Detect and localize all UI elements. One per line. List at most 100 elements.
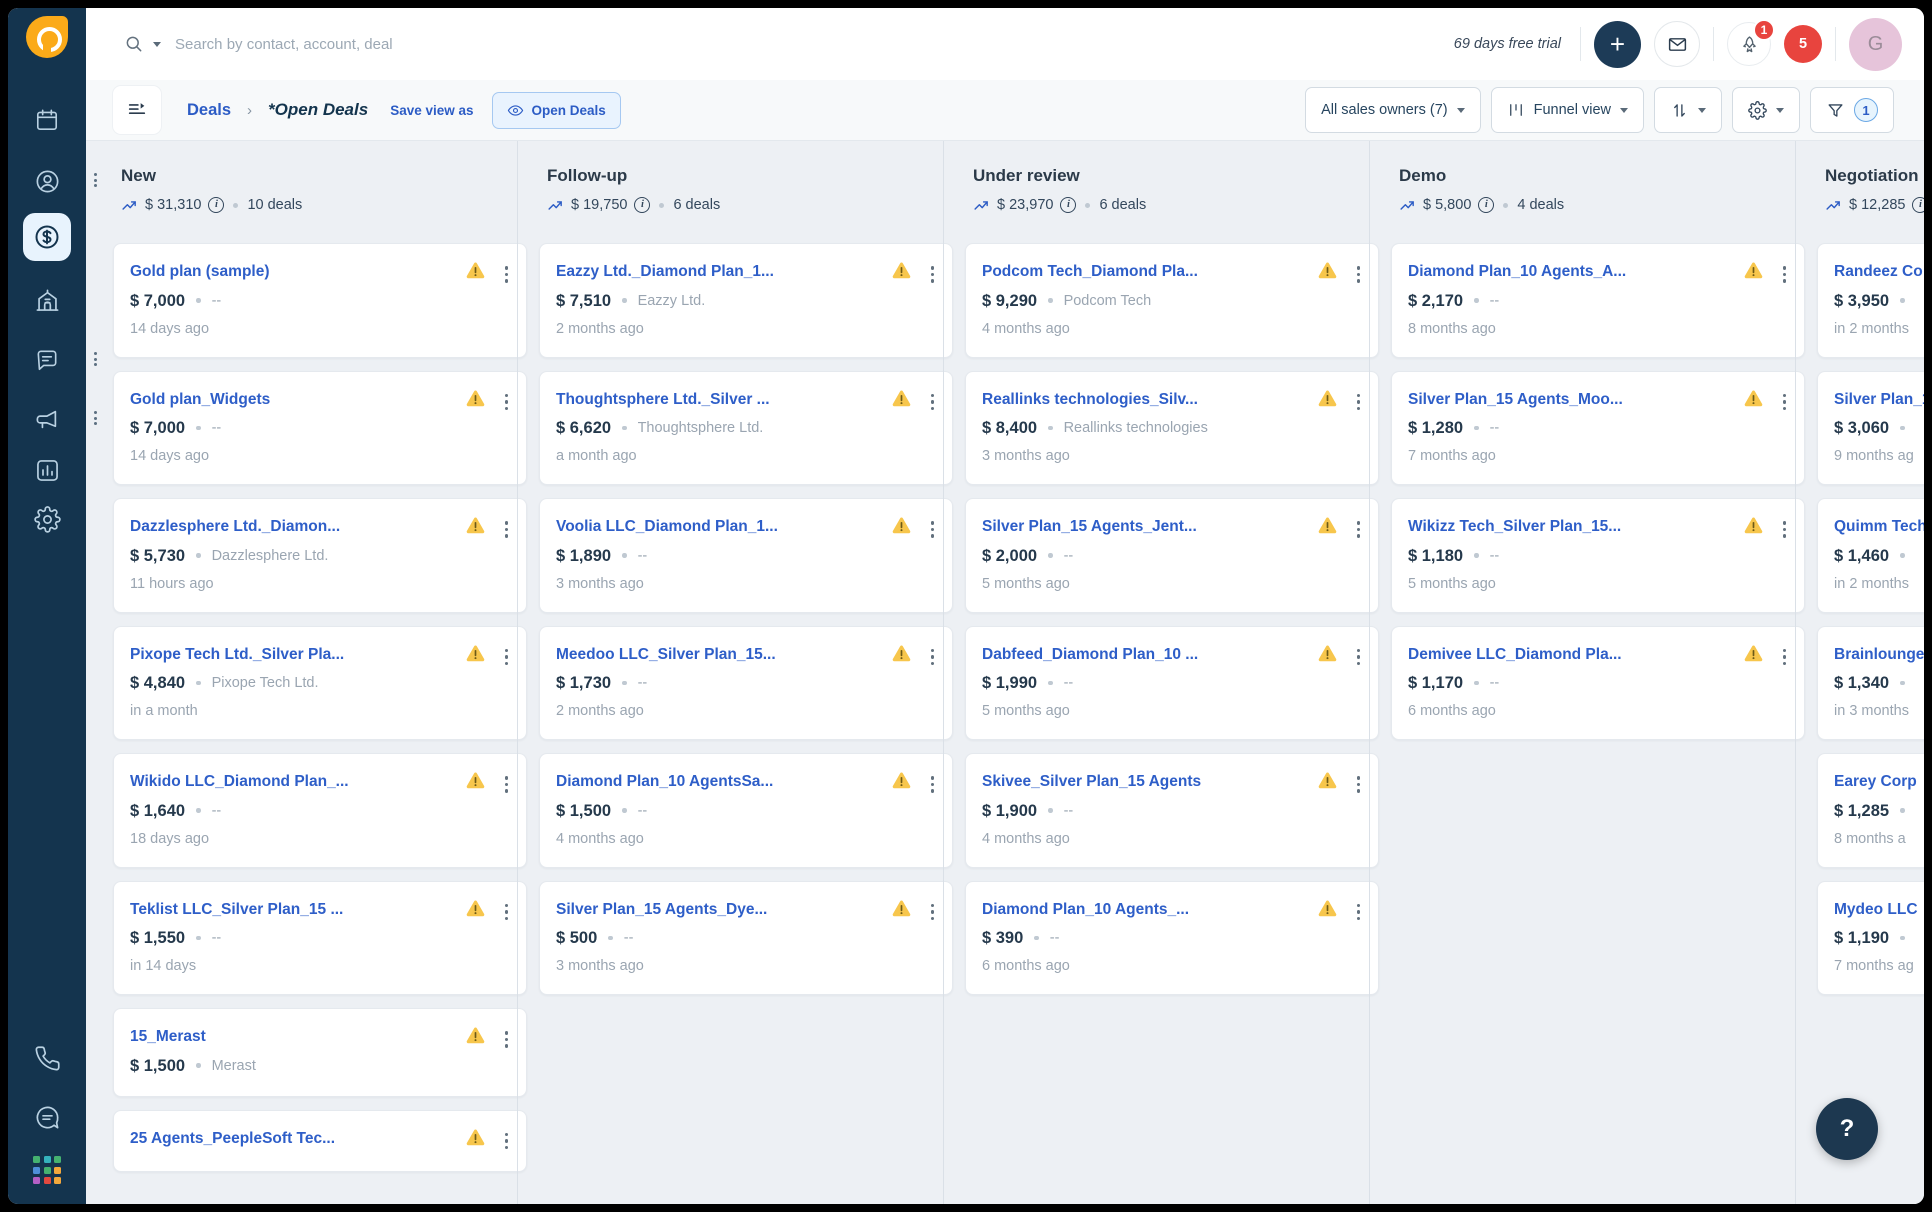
user-avatar[interactable]: G (1849, 17, 1902, 71)
card-kebab-menu-icon[interactable] (929, 262, 937, 287)
email-button[interactable] (1654, 21, 1700, 67)
deal-card[interactable]: Eazzy Ltd._Diamond Plan_1... $ 7,510 Eaz… (539, 243, 953, 358)
deal-title-link[interactable]: 25 Agents_PeepleSoft Tec... (130, 1129, 336, 1147)
card-kebab-menu-icon[interactable] (503, 517, 511, 542)
filters-button[interactable]: 1 (1810, 87, 1894, 133)
warning-icon[interactable] (1744, 390, 1763, 407)
card-kebab-menu-icon[interactable] (1355, 645, 1363, 670)
card-kebab-menu-icon[interactable] (503, 645, 511, 670)
sidebar-item-analytics[interactable] (23, 450, 71, 490)
deal-title-link[interactable]: Meedoo LLC_Silver Plan_15... (556, 645, 776, 663)
info-icon[interactable]: i (208, 197, 225, 213)
card-kebab-menu-icon[interactable] (503, 772, 511, 797)
deal-title-link[interactable]: Randeez Co (1834, 263, 1923, 280)
warning-icon[interactable] (1318, 390, 1337, 407)
view-list-toggle-button[interactable] (113, 86, 161, 134)
warning-icon[interactable] (1744, 262, 1763, 279)
deal-card[interactable]: Silver Plan_15 Agents_Moo... $ 1,280 -- … (1391, 370, 1805, 485)
deal-title-link[interactable]: Diamond Plan_10 AgentsSa... (556, 773, 774, 790)
deal-title-link[interactable]: Quimm Tech (1834, 518, 1924, 535)
deal-card[interactable]: Podcom Tech_Diamond Pla... $ 9,290 Podco… (965, 243, 1379, 358)
board-settings-dropdown[interactable] (1732, 87, 1800, 133)
sidebar-item-campaigns[interactable] (23, 399, 71, 439)
deal-card[interactable]: Skivee_Silver Plan_15 Agents $ 1,900 -- … (965, 753, 1379, 868)
warning-icon[interactable] (466, 262, 485, 279)
card-kebab-menu-icon[interactable] (1781, 390, 1789, 415)
sidebar-item-accounts[interactable] (23, 280, 71, 320)
card-kebab-menu-icon[interactable] (1781, 645, 1789, 670)
deal-title-link[interactable]: Podcom Tech_Diamond Pla... (982, 263, 1198, 280)
deal-title-link[interactable]: 15_Merast (130, 1028, 206, 1045)
campaigns-kebab-icon[interactable] (90, 411, 100, 426)
deal-card[interactable]: Silver Plan_15 Agents_Jent... $ 2,000 --… (965, 498, 1379, 613)
sidebar-item-phone[interactable] (23, 1038, 71, 1078)
deal-title-link[interactable]: Silver Plan_1 (1834, 390, 1924, 408)
deal-card[interactable]: Pixope Tech Ltd._Silver Pla... $ 4,840 P… (113, 625, 527, 740)
deal-title-link[interactable]: Earey Corp (1834, 773, 1917, 790)
warning-icon[interactable] (466, 1129, 485, 1146)
info-icon[interactable]: i (1912, 197, 1924, 213)
deal-card[interactable]: Teklist LLC_Silver Plan_15 ... $ 1,550 -… (113, 880, 527, 995)
deal-title-link[interactable]: Skivee_Silver Plan_15 Agents (982, 773, 1202, 790)
save-view-as-link[interactable]: Save view as (390, 102, 474, 118)
deal-card[interactable]: Diamond Plan_10 Agents_... $ 390 -- 6 mo… (965, 880, 1379, 995)
info-icon[interactable]: i (1060, 197, 1077, 213)
breadcrumb-deals-link[interactable]: Deals (187, 100, 232, 119)
deal-title-link[interactable]: Eazzy Ltd._Diamond Plan_1... (556, 263, 774, 280)
sales-owner-filter-dropdown[interactable]: All sales owners (7) (1305, 87, 1481, 133)
card-kebab-menu-icon[interactable] (929, 645, 937, 670)
view-mode-dropdown[interactable]: Funnel view (1490, 87, 1644, 133)
warning-icon[interactable] (466, 1027, 485, 1044)
deal-title-link[interactable]: Reallinks technologies_Silv... (982, 390, 1198, 408)
freshworks-logo-icon[interactable] (26, 16, 68, 58)
sidebar-item-conversations[interactable] (23, 340, 71, 380)
deal-card[interactable]: Silver Plan_15 Agents_Dye... $ 500 -- 3 … (539, 880, 953, 995)
deal-title-link[interactable]: Diamond Plan_10 Agents_... (982, 900, 1190, 918)
deal-title-link[interactable]: Pixope Tech Ltd._Silver Pla... (130, 645, 345, 663)
warning-icon[interactable] (466, 390, 485, 407)
deal-title-link[interactable]: Brainlounge (1834, 645, 1924, 663)
card-kebab-menu-icon[interactable] (503, 1027, 511, 1052)
deal-card[interactable]: Thoughtsphere Ltd._Silver ... $ 6,620 Th… (539, 370, 953, 485)
deal-card[interactable]: Diamond Plan_10 AgentsSa... $ 1,500 -- 4… (539, 753, 953, 868)
warning-icon[interactable] (892, 772, 911, 789)
info-icon[interactable]: i (634, 197, 651, 213)
card-kebab-menu-icon[interactable] (1355, 772, 1363, 797)
sort-dropdown[interactable] (1654, 87, 1722, 133)
deal-title-link[interactable]: Gold plan_Widgets (130, 390, 271, 408)
deal-card[interactable]: Randeez Co $ 3,950 in 2 months (1817, 243, 1924, 358)
deal-title-link[interactable]: Dazzlesphere Ltd._Diamon... (130, 518, 341, 535)
warning-icon[interactable] (892, 262, 911, 279)
warning-icon[interactable] (466, 517, 485, 534)
sidebar-item-contacts[interactable] (23, 161, 71, 201)
warning-icon[interactable] (1318, 517, 1337, 534)
warning-icon[interactable] (1318, 900, 1337, 917)
warning-icon[interactable] (466, 645, 485, 662)
warning-icon[interactable] (892, 390, 911, 407)
card-kebab-menu-icon[interactable] (1781, 262, 1789, 287)
warning-icon[interactable] (466, 900, 485, 917)
sidebar-item-settings[interactable] (23, 499, 71, 539)
deal-card[interactable]: Wikizz Tech_Silver Plan_15... $ 1,180 --… (1391, 498, 1805, 613)
warning-icon[interactable] (892, 900, 911, 917)
deal-card[interactable]: Silver Plan_1 $ 3,060 9 months ag (1817, 370, 1924, 485)
deal-card[interactable]: Diamond Plan_10 Agents_A... $ 2,170 -- 8… (1391, 243, 1805, 358)
deal-title-link[interactable]: Thoughtsphere Ltd._Silver ... (556, 390, 770, 408)
warning-icon[interactable] (1318, 645, 1337, 662)
warning-icon[interactable] (1744, 645, 1763, 662)
deal-card[interactable]: Quimm Tech $ 1,460 in 2 months (1817, 498, 1924, 613)
warning-icon[interactable] (1318, 772, 1337, 789)
deal-card[interactable]: Voolia LLC_Diamond Plan_1... $ 1,890 -- … (539, 498, 953, 613)
card-kebab-menu-icon[interactable] (503, 900, 511, 925)
warning-icon[interactable] (466, 772, 485, 789)
deal-card[interactable]: Reallinks technologies_Silv... $ 8,400 R… (965, 370, 1379, 485)
card-kebab-menu-icon[interactable] (929, 772, 937, 797)
conversations-kebab-icon[interactable] (90, 352, 100, 367)
deal-title-link[interactable]: Voolia LLC_Diamond Plan_1... (556, 518, 778, 535)
card-kebab-menu-icon[interactable] (1355, 262, 1363, 287)
help-button[interactable]: ? (1816, 1098, 1878, 1160)
sidebar-item-deals[interactable] (23, 213, 71, 261)
card-kebab-menu-icon[interactable] (1355, 900, 1363, 925)
warning-icon[interactable] (892, 517, 911, 534)
deal-card[interactable]: Earey Corp $ 1,285 8 months a (1817, 753, 1924, 868)
